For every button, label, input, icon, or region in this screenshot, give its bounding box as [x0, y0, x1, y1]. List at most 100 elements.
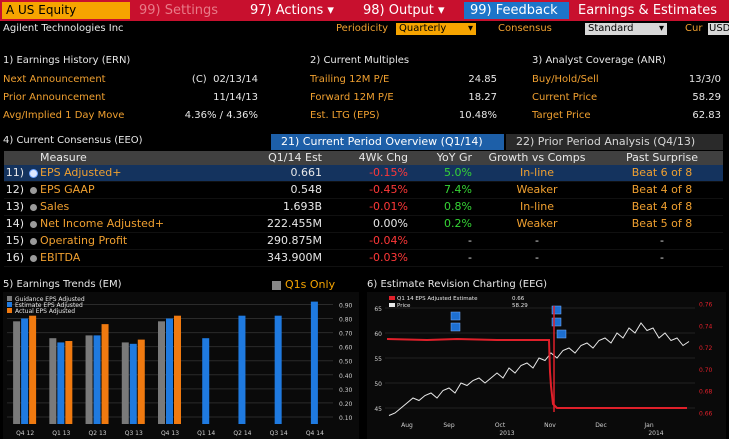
- y-left-tick: 55: [374, 356, 382, 363]
- x-year-label: 2014: [648, 430, 663, 437]
- earnings-trends-title[interactable]: 5) Earnings Trends (EM): [3, 279, 122, 290]
- forward-pe-label: Forward 12M P/E: [310, 92, 394, 103]
- estimate-line: [386, 337, 687, 409]
- x-tick-label: Q4 13: [161, 430, 179, 437]
- legend-last-value: 0.66: [512, 296, 525, 302]
- measure-cell: EBITDA: [40, 251, 81, 264]
- consensus-select[interactable]: Standard ▾: [585, 23, 667, 35]
- row-radio[interactable]: [26, 216, 40, 232]
- actions-button[interactable]: 97) Actions ▾: [244, 2, 354, 19]
- event-marker-icon: [556, 329, 567, 339]
- current-price-row: Current Price 58.29: [532, 89, 721, 107]
- growth-vs-comps-cell: -: [535, 234, 539, 247]
- row-radio[interactable]: [26, 250, 40, 266]
- analyst-coverage-title[interactable]: 3) Analyst Coverage (ANR): [532, 55, 666, 66]
- row-radio[interactable]: [26, 199, 40, 215]
- feedback-button[interactable]: 99) Feedback: [464, 2, 569, 19]
- output-button[interactable]: 98) Output ▾: [357, 2, 461, 19]
- bar-actual-eps-adjusted: [29, 315, 37, 424]
- table-row[interactable]: 16) EBITDA 343.900M -0.03% - - -: [4, 250, 723, 267]
- x-tick-label: Q1 14: [197, 430, 215, 437]
- bar-estimate-eps-adjusted: [129, 343, 137, 424]
- estimate-revision-title[interactable]: 6) Estimate Revision Charting (EEG): [367, 279, 548, 290]
- bar-estimate-eps-adjusted: [274, 315, 282, 424]
- ticker-field[interactable]: A US Equity: [2, 2, 130, 19]
- measure-cell: EPS GAAP: [40, 183, 95, 196]
- prior-announcement-row: Prior Announcement 11/14/13: [3, 89, 258, 107]
- bar-estimate-eps-adjusted: [166, 318, 173, 424]
- header-est: Q1/14 Est: [268, 151, 322, 164]
- row-radio[interactable]: [26, 182, 40, 198]
- legend-swatch: [7, 296, 12, 301]
- four-week-change-cell: -0.03%: [369, 251, 408, 264]
- x-tick-label: Q2 13: [89, 430, 107, 437]
- row-number: 16): [5, 251, 24, 264]
- next-announcement-value: (C) 02/13/14: [192, 71, 258, 89]
- four-week-change-cell: 0.00%: [373, 217, 408, 230]
- y-tick-label: 0.70: [339, 331, 353, 338]
- buy-hold-sell-row: Buy/Hold/Sell 13/3/0: [532, 71, 721, 89]
- radio-icon: [29, 220, 37, 228]
- ltg-row: Est. LTG (EPS) 10.48%: [310, 107, 497, 125]
- chevron-down-icon: ▾: [658, 23, 664, 34]
- y-left-tick: 65: [374, 306, 382, 313]
- bar-actual-eps-adjusted: [65, 341, 73, 424]
- estimate-cell: 0.548: [290, 183, 323, 196]
- tab-current-period[interactable]: 21) Current Period Overview (Q1/14): [271, 134, 504, 150]
- current-multiples-panel: 2) Current Multiples Trailing 12M P/E 24…: [310, 55, 497, 125]
- table-row[interactable]: 13) Sales 1.693B -0.01% 0.8% In-line Beat 4 of…: [4, 199, 723, 216]
- legend-swatch: [389, 303, 395, 307]
- top-toolbar: A US Equity 99) Settings 97) Actions ▾ 9…: [0, 0, 729, 21]
- row-radio[interactable]: [26, 233, 40, 249]
- tab-prior-period[interactable]: 22) Prior Period Analysis (Q4/13): [506, 134, 723, 150]
- x-tick-label: Q1 13: [52, 430, 70, 437]
- analyst-coverage-panel: 3) Analyst Coverage (ANR) Buy/Hold/Sell …: [532, 55, 721, 125]
- estimate-cell: 343.900M: [267, 251, 322, 264]
- currency-select[interactable]: USD: [708, 23, 729, 35]
- table-row[interactable]: 12) EPS GAAP 0.548 -0.45% 7.4% Weaker Beat 4 o…: [4, 182, 723, 199]
- table-row[interactable]: 14) Net Income Adjusted+ 222.455M 0.00% 0.2%…: [4, 216, 723, 233]
- x-tick-label: Q3 14: [270, 430, 288, 437]
- current-price-value: 58.29: [692, 92, 721, 103]
- measure-cell: Net Income Adjusted+: [40, 217, 165, 230]
- y-left-tick: 45: [374, 406, 382, 413]
- x-tick-label: Q3 13: [125, 430, 143, 437]
- settings-button[interactable]: 99) Settings: [139, 3, 219, 18]
- trailing-pe-row: Trailing 12M P/E 24.85: [310, 71, 497, 89]
- table-row[interactable]: 11) EPS Adjusted+ 0.661 -0.15% 5.0% In-line Be…: [4, 165, 723, 182]
- four-week-change-cell: -0.04%: [369, 234, 408, 247]
- q1s-only-toggle[interactable]: Q1s Only: [272, 278, 335, 291]
- bar-estimate-eps-adjusted: [202, 338, 210, 424]
- radio-icon: [29, 169, 37, 177]
- y-left-tick: 60: [374, 331, 382, 338]
- y-right-tick: 0.68: [699, 389, 713, 396]
- event-marker-icon: [450, 311, 461, 321]
- confirmed-flag: (C): [191, 74, 207, 85]
- chart-background: [367, 292, 726, 439]
- earnings-history-title[interactable]: 1) Earnings History (ERN): [3, 55, 131, 66]
- x-tick-label: Q2 14: [233, 430, 251, 437]
- bar-guidance-eps-adjusted: [85, 335, 93, 424]
- estimate-cell: 1.693B: [282, 200, 322, 213]
- row-radio[interactable]: [26, 165, 40, 181]
- y-tick-label: 0.10: [339, 415, 353, 422]
- four-week-change-cell: -0.15%: [369, 166, 408, 179]
- measure-cell: EPS Adjusted+: [40, 166, 122, 179]
- avg-move-value: 4.36% / 4.36%: [184, 110, 258, 121]
- past-surprise-cell: Beat 4 of 8: [631, 200, 693, 213]
- table-row[interactable]: 15) Operating Profit 290.875M -0.04% - - -: [4, 233, 723, 250]
- measure-cell: Sales: [40, 200, 70, 213]
- row-number: 15): [5, 234, 24, 247]
- avg-move-row: Avg/Implied 1 Day Move 4.36% / 4.36%: [3, 107, 258, 125]
- header-yoy: YoY Gr: [436, 151, 472, 164]
- event-marker-icon: [450, 322, 461, 332]
- current-consensus-title[interactable]: 4) Current Consensus (EEO): [3, 135, 143, 146]
- yoy-growth-cell: 0.2%: [444, 217, 472, 230]
- next-announcement-label: Next Announcement: [3, 74, 106, 85]
- periodicity-select[interactable]: Quarterly ▾: [396, 23, 476, 35]
- consensus-value: Standard: [588, 23, 634, 34]
- event-marker-icon: [551, 305, 562, 315]
- estimate-cell: 0.661: [290, 166, 323, 179]
- radio-icon: [29, 186, 37, 194]
- four-week-change-cell: -0.01%: [369, 200, 408, 213]
